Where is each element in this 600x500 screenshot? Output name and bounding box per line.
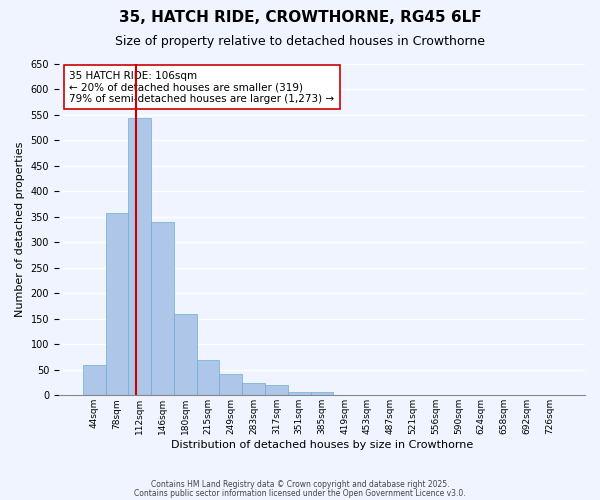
- Text: 35, HATCH RIDE, CROWTHORNE, RG45 6LF: 35, HATCH RIDE, CROWTHORNE, RG45 6LF: [119, 10, 481, 25]
- Bar: [151, 222, 174, 396]
- Bar: [311, 392, 334, 396]
- Text: Size of property relative to detached houses in Crowthorne: Size of property relative to detached ho…: [115, 35, 485, 48]
- Bar: [106, 214, 128, 396]
- Bar: [174, 314, 197, 396]
- Bar: [288, 392, 311, 396]
- Bar: [83, 364, 106, 396]
- Y-axis label: Number of detached properties: Number of detached properties: [15, 142, 25, 318]
- Bar: [242, 382, 265, 396]
- X-axis label: Distribution of detached houses by size in Crowthorne: Distribution of detached houses by size …: [171, 440, 473, 450]
- Text: Contains HM Land Registry data © Crown copyright and database right 2025.: Contains HM Land Registry data © Crown c…: [151, 480, 449, 489]
- Text: 35 HATCH RIDE: 106sqm
← 20% of detached houses are smaller (319)
79% of semi-det: 35 HATCH RIDE: 106sqm ← 20% of detached …: [70, 70, 335, 104]
- Text: Contains public sector information licensed under the Open Government Licence v3: Contains public sector information licen…: [134, 488, 466, 498]
- Bar: [197, 360, 220, 396]
- Bar: [128, 118, 151, 396]
- Bar: [220, 374, 242, 396]
- Bar: [265, 385, 288, 396]
